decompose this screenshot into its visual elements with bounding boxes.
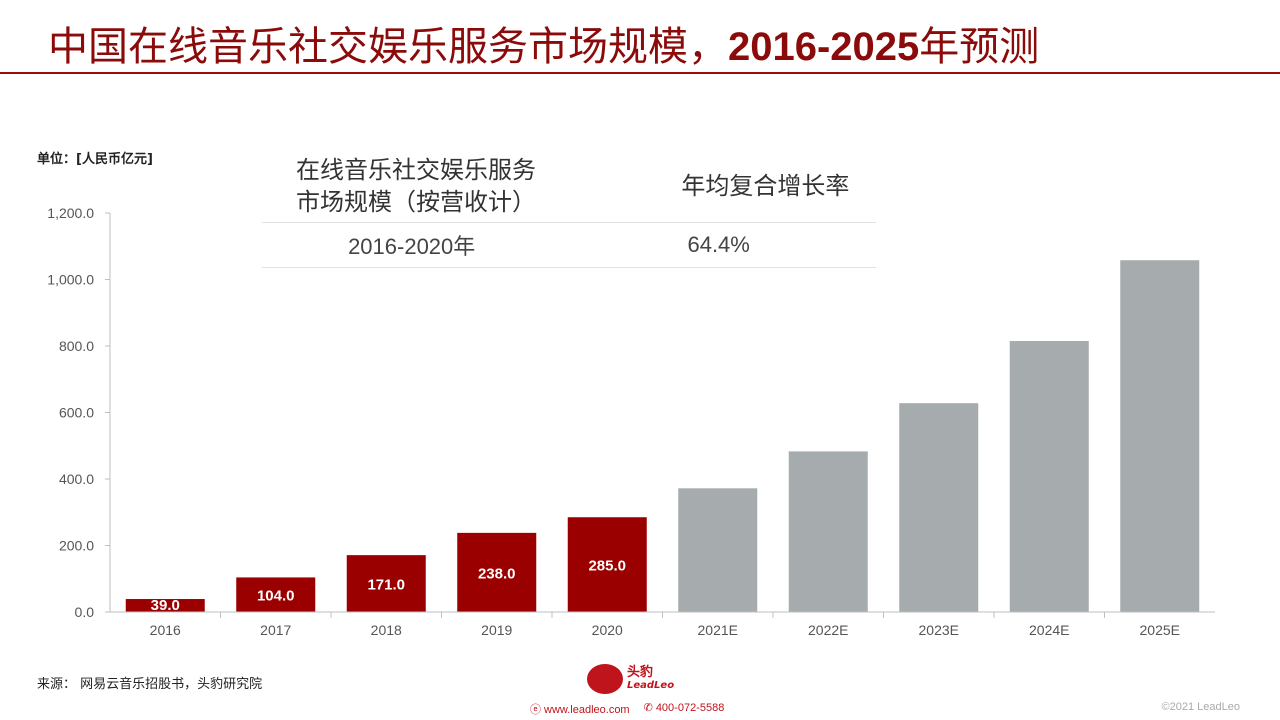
phone-text: 400-072-5588 — [655, 702, 725, 714]
brand-name-cn: 头豹 — [627, 665, 654, 680]
bar-value-label: 39.0 — [151, 597, 180, 614]
copyright: ©2021 LeadLeo — [1161, 701, 1240, 713]
x-tick-label: 2022E — [808, 622, 848, 638]
page-title: 中国在线音乐社交娱乐服务市场规模，2016-2025年预测 — [48, 14, 1039, 72]
cagr-rate: 64.4% — [561, 222, 876, 268]
bar-chart: 0.0 200.0 400.0 600.0 800.0 1,000.0 1,200.0 39.… — [47, 205, 1215, 638]
phone-icon: ✆ — [643, 702, 653, 714]
cagr-col1-header-line2: 市场规模（按营收计） — [296, 188, 536, 216]
y-tick-label: 1,000.0 — [47, 272, 94, 288]
source-note: 来源： 网易云音乐招股书，头豹研究院 — [37, 677, 263, 692]
y-tick-label: 0.0 — [75, 604, 95, 620]
cagr-col1-header-line1: 在线音乐社交娱乐服务 — [296, 156, 536, 184]
y-tick-label: 600.0 — [59, 405, 94, 421]
phone: ✆ 400-072-5588 — [644, 701, 725, 717]
brand-name-en: LeadLeo — [627, 680, 675, 691]
x-tick-label: 2018 — [371, 622, 402, 638]
bar-2022E — [788, 451, 868, 612]
x-tick-label: 2019 — [481, 622, 512, 638]
bar-2024E — [1009, 341, 1089, 612]
y-tick-label: 400.0 — [59, 471, 94, 487]
bar-value-label: 238.0 — [478, 565, 516, 582]
bar-2018 — [346, 555, 426, 612]
title-years: 2016-2025 — [728, 25, 920, 69]
x-tick-label: 2020 — [592, 622, 623, 638]
bar-2016 — [125, 599, 205, 612]
bar-2020 — [567, 517, 647, 612]
leadleo-logo: 头豹 LeadLeo — [587, 664, 674, 694]
x-tick-label: 2021E — [698, 622, 738, 638]
x-tick-label: 2017 — [260, 622, 291, 638]
bar-value-label: 104.0 — [257, 588, 295, 605]
website[interactable]: ⓔ www.leadleo.com — [530, 701, 630, 717]
leopard-logo-icon — [587, 664, 623, 694]
y-tick-label: 800.0 — [59, 338, 94, 354]
x-tick-label: 2016 — [150, 622, 181, 638]
title-rule — [0, 72, 1280, 74]
title-prefix: 中国在线音乐社交娱乐服务市场规模， — [48, 24, 728, 70]
unit-label: 单位：[人民币亿元] — [37, 152, 153, 167]
x-tick-label: 2025E — [1140, 622, 1180, 638]
bar-2021E — [678, 488, 758, 612]
bar-2017 — [236, 577, 316, 612]
cagr-period: 2016-2020年 — [262, 222, 562, 268]
bar-2025E — [1120, 260, 1200, 612]
y-tick-label: 1,200.0 — [47, 205, 94, 221]
cagr-table: 在线音乐社交娱乐服务 市场规模（按营收计） 年均复合增长率 2016-2020年… — [262, 150, 876, 268]
cagr-col1-header: 在线音乐社交娱乐服务 市场规模（按营收计） — [262, 150, 562, 223]
bar-2019 — [457, 532, 537, 612]
x-tick-label: 2023E — [919, 622, 959, 638]
bar-2023E — [899, 403, 979, 612]
bar-value-label: 285.0 — [588, 558, 626, 575]
cagr-col2-header: 年均复合增长率 — [561, 150, 876, 223]
web-icon: ⓔ — [530, 704, 541, 716]
x-tick-label: 2024E — [1029, 622, 1069, 638]
website-text: www.leadleo.com — [544, 704, 630, 716]
y-tick-label: 200.0 — [59, 538, 94, 554]
contact-info: ⓔ www.leadleo.com ✆ 400-072-5588 — [530, 701, 724, 717]
bar-value-label: 171.0 — [367, 577, 405, 594]
title-suffix: 年预测 — [919, 24, 1040, 70]
